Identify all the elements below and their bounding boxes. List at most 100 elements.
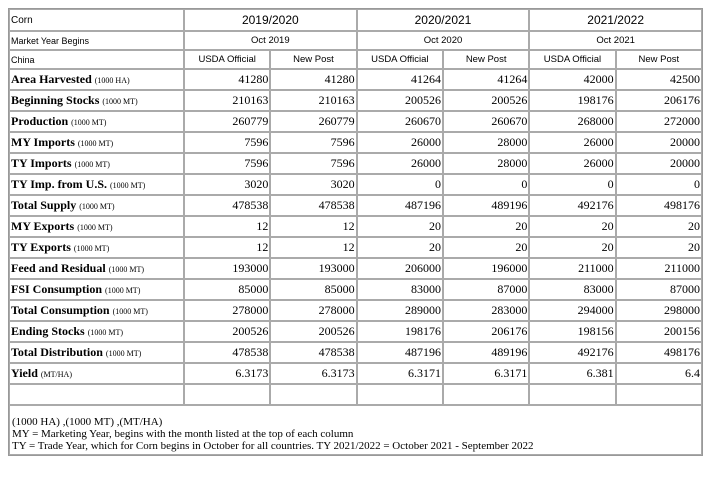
value-cell: 3020 <box>184 174 271 195</box>
value-cell: 193000 <box>270 258 357 279</box>
value-cell: 6.3171 <box>356 363 443 384</box>
value-cell: 83000 <box>529 279 616 300</box>
value-cell: 20 <box>356 237 443 258</box>
row-label: Total Distribution (1000 MT) <box>9 342 184 363</box>
value-cell: 41264 <box>442 69 530 90</box>
row-label: Area Harvested (1000 HA) <box>9 69 184 90</box>
value-cell: 41264 <box>356 69 443 90</box>
year-header: 2021/2022 <box>529 9 702 31</box>
value-cell: 41280 <box>270 69 357 90</box>
row-name: Yield <box>11 366 38 380</box>
country-label: China <box>9 50 184 69</box>
row-unit: (1000 MT) <box>112 307 148 316</box>
value-cell: 283000 <box>442 300 530 321</box>
value-cell: 272000 <box>615 111 702 132</box>
row-label: TY Imp. from U.S. (1000 MT) <box>9 174 184 195</box>
row-name: TY Imp. from U.S. <box>11 177 108 191</box>
value-cell: 26000 <box>356 153 443 174</box>
market-year-begins: Oct 2019 <box>184 31 357 50</box>
value-cell: 12 <box>184 216 271 237</box>
row-name: TY Exports <box>11 240 71 254</box>
value-cell: 20 <box>529 216 616 237</box>
psd-table: Corn 2019/2020 2020/2021 2021/2022 Marke… <box>8 8 703 456</box>
value-cell: 200526 <box>442 90 530 111</box>
value-cell: 260779 <box>184 111 271 132</box>
row-unit: (1000 MT) <box>74 160 110 169</box>
table-row: Ending Stocks (1000 MT) 200526 200526 19817… <box>9 321 702 342</box>
col-usda-official: USDA Official <box>184 50 271 69</box>
value-cell: 7596 <box>270 153 357 174</box>
row-unit: (1000 MT) <box>71 118 107 127</box>
table-row: Production (1000 MT) 260779 260779 260670 26… <box>9 111 702 132</box>
row-unit: (1000 MT) <box>73 244 110 253</box>
row-name: Area Harvested <box>11 72 92 86</box>
value-cell: 12 <box>270 216 357 237</box>
row-label: FSI Consumption (1000 MT) <box>9 279 184 300</box>
value-cell: 20 <box>442 237 530 258</box>
value-cell: 28000 <box>442 132 530 153</box>
market-year-label: Market Year Begins <box>9 31 184 50</box>
row-name: Total Distribution <box>11 345 103 359</box>
value-cell: 20 <box>615 237 702 258</box>
value-cell: 6.3171 <box>442 363 530 384</box>
row-label: TY Imports (1000 MT) <box>9 153 184 174</box>
value-cell: 193000 <box>184 258 271 279</box>
value-cell: 492176 <box>529 195 616 216</box>
row-unit: (1000 MT) <box>105 349 142 358</box>
value-cell: 278000 <box>270 300 357 321</box>
value-cell: 200526 <box>356 90 443 111</box>
row-unit: (1000 MT) <box>87 328 124 337</box>
year-header: 2020/2021 <box>356 9 530 31</box>
value-cell: 200526 <box>270 321 357 342</box>
value-cell: 489196 <box>442 195 530 216</box>
row-name: MY Exports <box>11 219 75 233</box>
row-name: Production <box>11 114 69 128</box>
value-cell: 196000 <box>442 258 530 279</box>
value-cell: 26000 <box>356 132 443 153</box>
table-row: Total Supply (1000 MT) 478538 478538 487196… <box>9 195 702 216</box>
value-cell: 200156 <box>615 321 702 342</box>
value-cell: 87000 <box>442 279 530 300</box>
value-cell: 298000 <box>615 300 702 321</box>
row-unit: (1000 MT) <box>102 97 138 106</box>
footnote-my: MY = Marketing Year, begins with the mon… <box>12 428 354 440</box>
row-label: TY Exports (1000 MT) <box>9 237 184 258</box>
footnotes: (1000 HA) ,(1000 MT) ,(MT/HA) MY = Market… <box>9 405 702 455</box>
table-row: Yield (MT/HA) 6.3173 6.3173 6.3171 6.3171 6.3… <box>9 363 702 384</box>
row-unit: (1000 MT) <box>105 286 141 295</box>
value-cell: 498176 <box>615 195 702 216</box>
commodity-label: Corn <box>9 9 184 31</box>
row-label: MY Exports (1000 MT) <box>9 216 184 237</box>
value-cell: 206176 <box>615 90 702 111</box>
row-name: TY Imports <box>11 156 72 170</box>
row-label: MY Imports (1000 MT) <box>9 132 184 153</box>
value-cell: 478538 <box>270 195 357 216</box>
col-usda-official: USDA Official <box>356 50 443 69</box>
table-row: Area Harvested (1000 HA) 41280 41280 41264 4… <box>9 69 702 90</box>
value-cell: 7596 <box>184 132 271 153</box>
value-cell: 6.3173 <box>184 363 271 384</box>
row-unit: (1000 MT) <box>77 139 114 148</box>
value-cell: 20 <box>356 216 443 237</box>
value-cell: 85000 <box>184 279 271 300</box>
value-cell: 278000 <box>184 300 271 321</box>
value-cell: 206176 <box>442 321 530 342</box>
value-cell: 260670 <box>356 111 443 132</box>
value-cell: 206000 <box>356 258 443 279</box>
empty-row <box>9 384 702 405</box>
table-row: Beginning Stocks (1000 MT) 210163 210163 20… <box>9 90 702 111</box>
value-cell: 42500 <box>615 69 702 90</box>
row-label: Ending Stocks (1000 MT) <box>9 321 184 342</box>
value-cell: 478538 <box>184 195 271 216</box>
value-cell: 0 <box>442 174 530 195</box>
table-row: FSI Consumption (1000 MT) 85000 85000 83000… <box>9 279 702 300</box>
row-unit: (1000 MT) <box>79 202 115 211</box>
row-label: Yield (MT/HA) <box>9 363 184 384</box>
value-cell: 41280 <box>184 69 271 90</box>
value-cell: 26000 <box>529 132 616 153</box>
value-cell: 268000 <box>529 111 616 132</box>
value-cell: 210163 <box>270 90 357 111</box>
value-cell: 289000 <box>356 300 443 321</box>
value-cell: 492176 <box>529 342 616 363</box>
row-unit: (1000 MT) <box>110 181 146 190</box>
